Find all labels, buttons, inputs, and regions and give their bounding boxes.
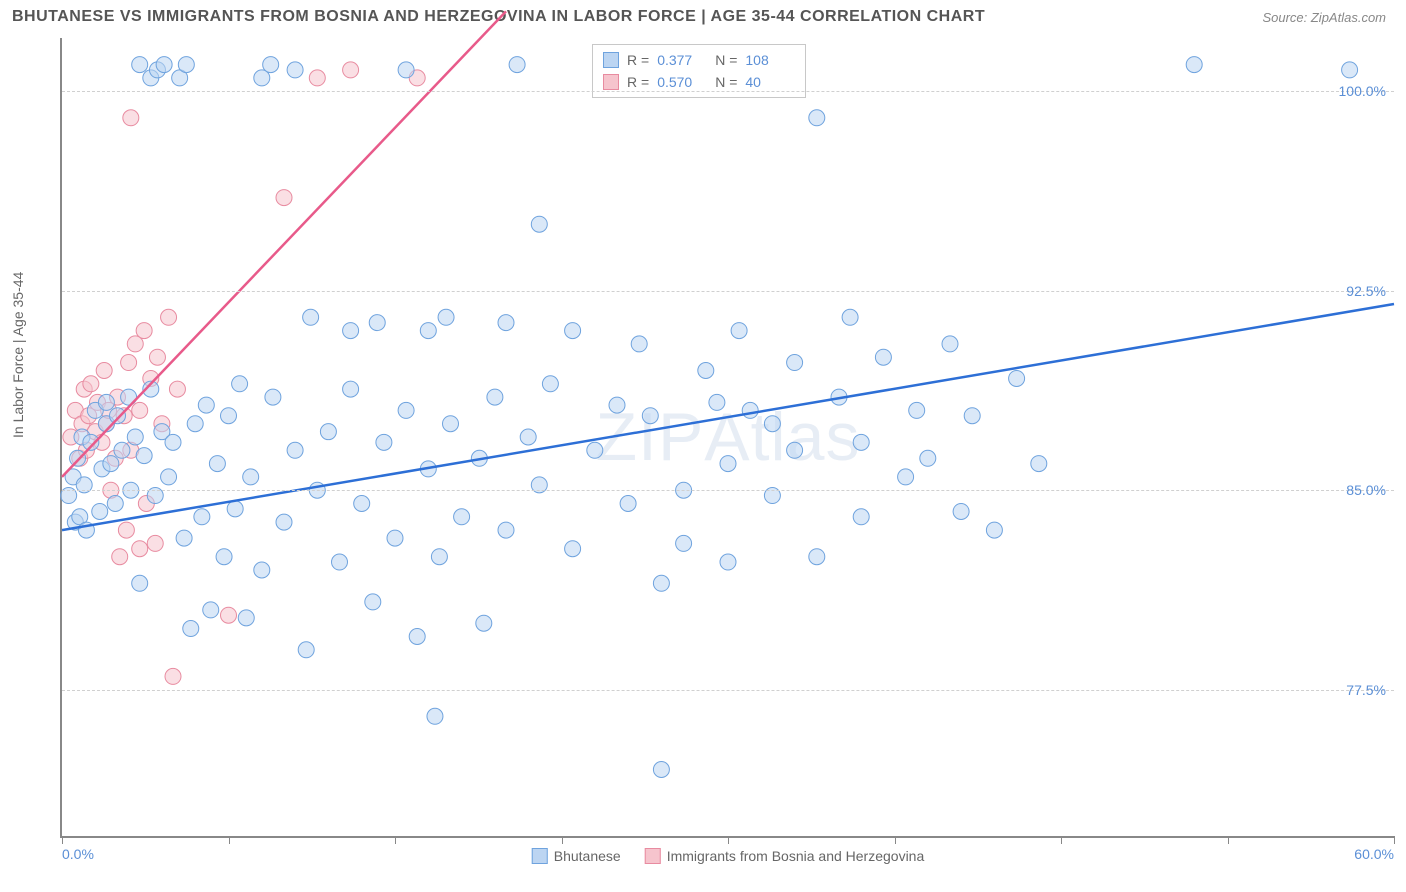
r-label: R = — [627, 74, 649, 90]
n-label: N = — [715, 52, 737, 68]
legend-swatch-b — [603, 74, 619, 90]
chart-header: BHUTANESE VS IMMIGRANTS FROM BOSNIA AND … — [0, 0, 1406, 30]
y-axis-label: In Labor Force | Age 35-44 — [10, 272, 26, 438]
r-value-b: 0.570 — [657, 74, 707, 90]
n-value-b: 40 — [745, 74, 795, 90]
legend-swatch-a — [603, 52, 619, 68]
n-label: N = — [715, 74, 737, 90]
legend-label-a: Bhutanese — [554, 848, 621, 864]
plot-svg — [62, 38, 1394, 836]
r-value-a: 0.377 — [657, 52, 707, 68]
legend-row-a: R = 0.377 N = 108 — [603, 49, 795, 71]
x-axis-max-label: 60.0% — [1354, 846, 1394, 862]
legend-swatch-b-bottom — [645, 848, 661, 864]
x-axis-min-label: 0.0% — [62, 846, 94, 862]
n-value-a: 108 — [745, 52, 795, 68]
y-tick-label: 100.0% — [1339, 83, 1386, 99]
y-tick-label: 85.0% — [1346, 482, 1386, 498]
legend-row-b: R = 0.570 N = 40 — [603, 71, 795, 93]
y-tick-label: 77.5% — [1346, 682, 1386, 698]
correlation-legend: R = 0.377 N = 108 R = 0.570 N = 40 — [592, 44, 806, 98]
legend-item-a: Bhutanese — [532, 848, 621, 864]
legend-swatch-a-bottom — [532, 848, 548, 864]
chart-container: In Labor Force | Age 35-44 ZIPAtlas R = … — [12, 38, 1394, 838]
y-tick-label: 92.5% — [1346, 283, 1386, 299]
legend-item-b: Immigrants from Bosnia and Herzegovina — [645, 848, 925, 864]
chart-title: BHUTANESE VS IMMIGRANTS FROM BOSNIA AND … — [12, 8, 985, 26]
legend-label-b: Immigrants from Bosnia and Herzegovina — [667, 848, 925, 864]
r-label: R = — [627, 52, 649, 68]
plot-area: ZIPAtlas R = 0.377 N = 108 R = 0.570 N =… — [60, 38, 1394, 838]
series-legend: Bhutanese Immigrants from Bosnia and Her… — [532, 848, 925, 864]
source-attribution: Source: ZipAtlas.com — [1262, 10, 1386, 25]
